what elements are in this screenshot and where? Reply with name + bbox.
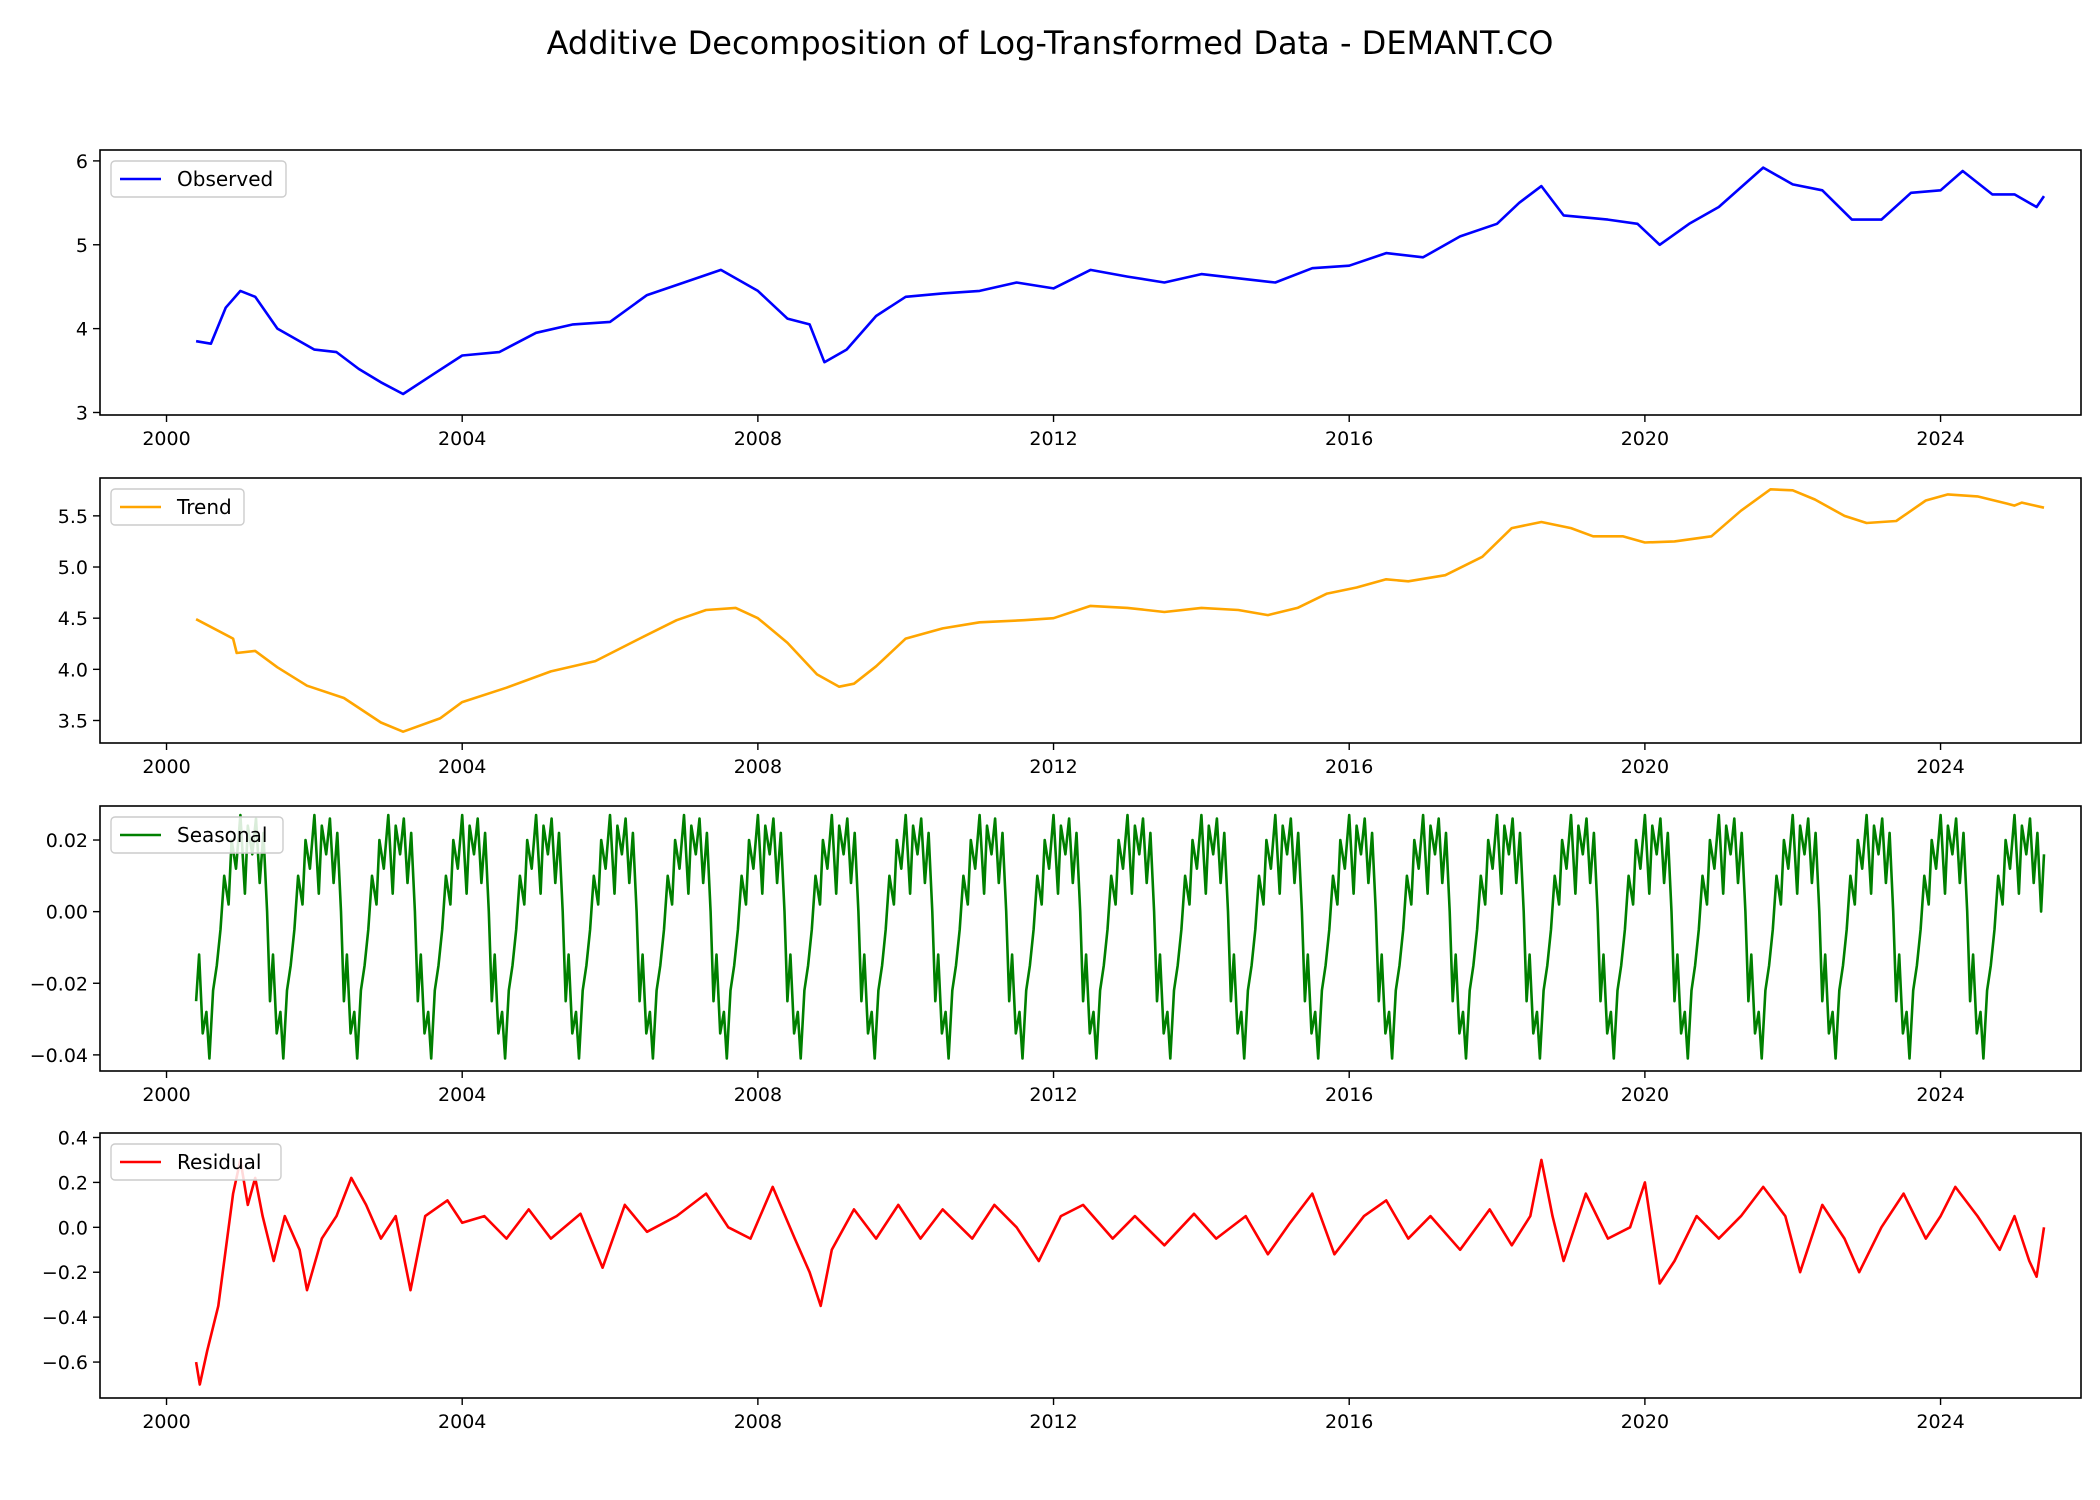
panel-trend: 2000 2004 2008 2012 2016 2020 2024 3.5 4.0 4.5 5.0… xyxy=(58,477,2082,778)
y-tick-label: 4.0 xyxy=(58,659,88,681)
x-tick-label: 2004 xyxy=(438,428,486,450)
legend-box xyxy=(110,160,287,198)
y-tick-label: 0.4 xyxy=(58,1127,88,1149)
y-tick-label: 4.5 xyxy=(58,608,88,630)
y-tick-label: −0.2 xyxy=(42,1262,88,1284)
legend: Residual xyxy=(110,1143,282,1181)
x-tick-label: 2008 xyxy=(734,428,782,450)
panel-residual: 2000 2004 2008 2012 2016 2020 2024 −0.6 −0.4 −0.2… xyxy=(42,1127,2082,1433)
x-tick-label: 2024 xyxy=(1916,1084,1964,1106)
y-tick-label: −0.6 xyxy=(42,1352,88,1374)
x-tick-label: 2000 xyxy=(142,428,190,450)
legend: Trend xyxy=(110,488,245,526)
series-line-residual xyxy=(194,1158,2046,1386)
x-tick-label: 2000 xyxy=(142,756,190,778)
panel-observed: 2000 2004 2008 2012 2016 2020 2024 3 4 5 6 Observed xyxy=(76,149,2082,450)
axes-frame xyxy=(99,149,2082,416)
x-tick-label: 2012 xyxy=(1029,428,1077,450)
x-tick-label: 2020 xyxy=(1621,1411,1669,1433)
y-tick-label: 5.5 xyxy=(58,506,88,528)
x-tick-label: 2016 xyxy=(1325,756,1373,778)
legend-box xyxy=(110,1143,282,1181)
y-tick-label: −0.02 xyxy=(30,973,88,995)
x-tick-label: 2016 xyxy=(1325,1084,1373,1106)
legend-box xyxy=(110,816,284,854)
y-tick-label: 0.2 xyxy=(58,1172,88,1194)
x-tick-label: 2012 xyxy=(1029,1084,1077,1106)
legend-box xyxy=(110,488,245,526)
x-tick-label: 2012 xyxy=(1029,1411,1077,1433)
x-tick-label: 2024 xyxy=(1916,428,1964,450)
legend: Observed xyxy=(110,160,287,198)
x-tick-label: 2008 xyxy=(734,1084,782,1106)
x-tick-label: 2000 xyxy=(142,1084,190,1106)
x-tick-label: 2024 xyxy=(1916,1411,1964,1433)
y-tick-label: 3 xyxy=(76,402,88,424)
y-tick-label: 5 xyxy=(76,235,88,257)
x-tick-label: 2024 xyxy=(1916,756,1964,778)
x-tick-label: 2016 xyxy=(1325,1411,1373,1433)
series-line-seasonal xyxy=(194,813,2046,1060)
y-tick-label: 0.02 xyxy=(46,830,88,852)
axes-frame xyxy=(99,477,2082,744)
x-tick-label: 2000 xyxy=(142,1411,190,1433)
series-line-trend xyxy=(195,488,2045,733)
series-line-observed xyxy=(195,166,2046,396)
x-tick-label: 2020 xyxy=(1621,428,1669,450)
y-tick-label: 0.00 xyxy=(46,902,88,924)
axes-frame xyxy=(99,805,2082,1072)
y-tick-label: 3.5 xyxy=(58,710,88,732)
x-tick-label: 2004 xyxy=(438,756,486,778)
y-tick-label: −0.04 xyxy=(30,1045,88,1067)
legend-label: Seasonal xyxy=(177,823,267,847)
legend-label: Observed xyxy=(177,167,273,191)
x-tick-label: 2004 xyxy=(438,1411,486,1433)
x-tick-label: 2008 xyxy=(734,756,782,778)
x-tick-label: 2008 xyxy=(734,1411,782,1433)
y-tick-label: 0.0 xyxy=(58,1217,88,1239)
y-tick-label: 5.0 xyxy=(58,557,88,579)
y-tick-label: −0.4 xyxy=(42,1307,88,1329)
x-tick-label: 2012 xyxy=(1029,756,1077,778)
legend-label: Residual xyxy=(177,1150,261,1174)
panel-seasonal: 2000 2004 2008 2012 2016 2020 2024 −0.04 −0.02 0.… xyxy=(30,805,2082,1106)
x-tick-label: 2020 xyxy=(1621,1084,1669,1106)
y-tick-label: 6 xyxy=(76,151,88,173)
legend-label: Trend xyxy=(176,495,232,519)
x-tick-label: 2020 xyxy=(1621,756,1669,778)
axes-frame xyxy=(99,1132,2082,1399)
y-tick-label: 4 xyxy=(76,319,88,341)
panels: 2000 2004 2008 2012 2016 2020 2024 3 4 5 6 Observed… xyxy=(30,149,2082,1433)
figure-title: Additive Decomposition of Log-Transforme… xyxy=(547,24,1554,62)
legend: Seasonal xyxy=(110,816,284,854)
x-tick-label: 2004 xyxy=(438,1084,486,1106)
x-tick-label: 2016 xyxy=(1325,428,1373,450)
